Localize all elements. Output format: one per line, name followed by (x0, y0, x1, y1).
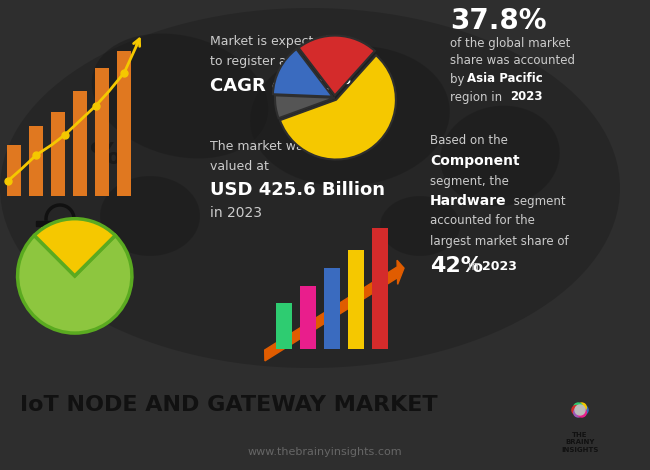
Bar (348, 250, 364, 349)
Text: 2023: 2023 (510, 91, 543, 103)
Polygon shape (36, 221, 84, 226)
Wedge shape (280, 55, 396, 159)
Text: valued at: valued at (210, 159, 269, 172)
Circle shape (579, 406, 588, 415)
Bar (372, 228, 388, 349)
Text: region in: region in (450, 91, 506, 103)
Text: to register a: to register a (210, 55, 287, 68)
Bar (276, 303, 292, 349)
Wedge shape (298, 36, 375, 95)
Wedge shape (275, 95, 335, 118)
Text: accounted for the: accounted for the (430, 214, 535, 227)
Circle shape (574, 403, 582, 412)
Text: segment: segment (510, 195, 566, 207)
Text: Market is expected: Market is expected (210, 34, 329, 47)
Text: in 2023: in 2023 (210, 206, 262, 220)
Ellipse shape (0, 8, 620, 368)
Polygon shape (38, 226, 82, 259)
Text: %: % (90, 141, 120, 171)
Text: www.thebrainyinsights.com: www.thebrainyinsights.com (248, 447, 402, 457)
Bar (300, 286, 316, 349)
Bar (95, 68, 109, 196)
Ellipse shape (250, 46, 450, 186)
Wedge shape (18, 235, 132, 333)
Text: segment, the: segment, the (430, 174, 509, 188)
Bar (324, 268, 340, 349)
Ellipse shape (100, 176, 200, 256)
Text: Asia Pacific: Asia Pacific (467, 72, 543, 86)
Circle shape (575, 405, 585, 415)
Text: largest market share of: largest market share of (430, 235, 569, 248)
Text: by: by (450, 72, 468, 86)
FancyArrow shape (265, 260, 404, 361)
Text: CAGR of 12.6%: CAGR of 12.6% (210, 77, 361, 95)
Text: USD 425.6 Billion: USD 425.6 Billion (210, 181, 385, 199)
Circle shape (574, 408, 582, 417)
Text: share was accounted: share was accounted (450, 55, 575, 68)
Ellipse shape (440, 106, 560, 206)
Circle shape (577, 408, 586, 417)
Text: 2023: 2023 (482, 259, 517, 273)
Text: 42%: 42% (430, 256, 483, 276)
Text: of the global market: of the global market (450, 37, 571, 49)
Text: Hardware: Hardware (430, 194, 506, 208)
Text: in: in (468, 259, 482, 273)
Text: THE
BRAINY
INSIGHTS: THE BRAINY INSIGHTS (562, 432, 599, 453)
Bar (51, 112, 66, 196)
Ellipse shape (92, 33, 268, 158)
Text: The market was: The market was (210, 140, 310, 152)
Bar (7, 145, 21, 196)
Wedge shape (34, 219, 115, 276)
Bar (73, 91, 87, 196)
Bar (29, 126, 44, 196)
Ellipse shape (380, 196, 460, 256)
Circle shape (572, 406, 581, 415)
Circle shape (577, 403, 586, 412)
Text: IoT NODE AND GATEWAY MARKET: IoT NODE AND GATEWAY MARKET (20, 395, 437, 415)
Text: 37.8%: 37.8% (450, 7, 547, 35)
Wedge shape (273, 49, 333, 97)
Bar (117, 51, 131, 196)
Text: Based on the: Based on the (430, 134, 508, 148)
Text: Component: Component (430, 154, 519, 168)
